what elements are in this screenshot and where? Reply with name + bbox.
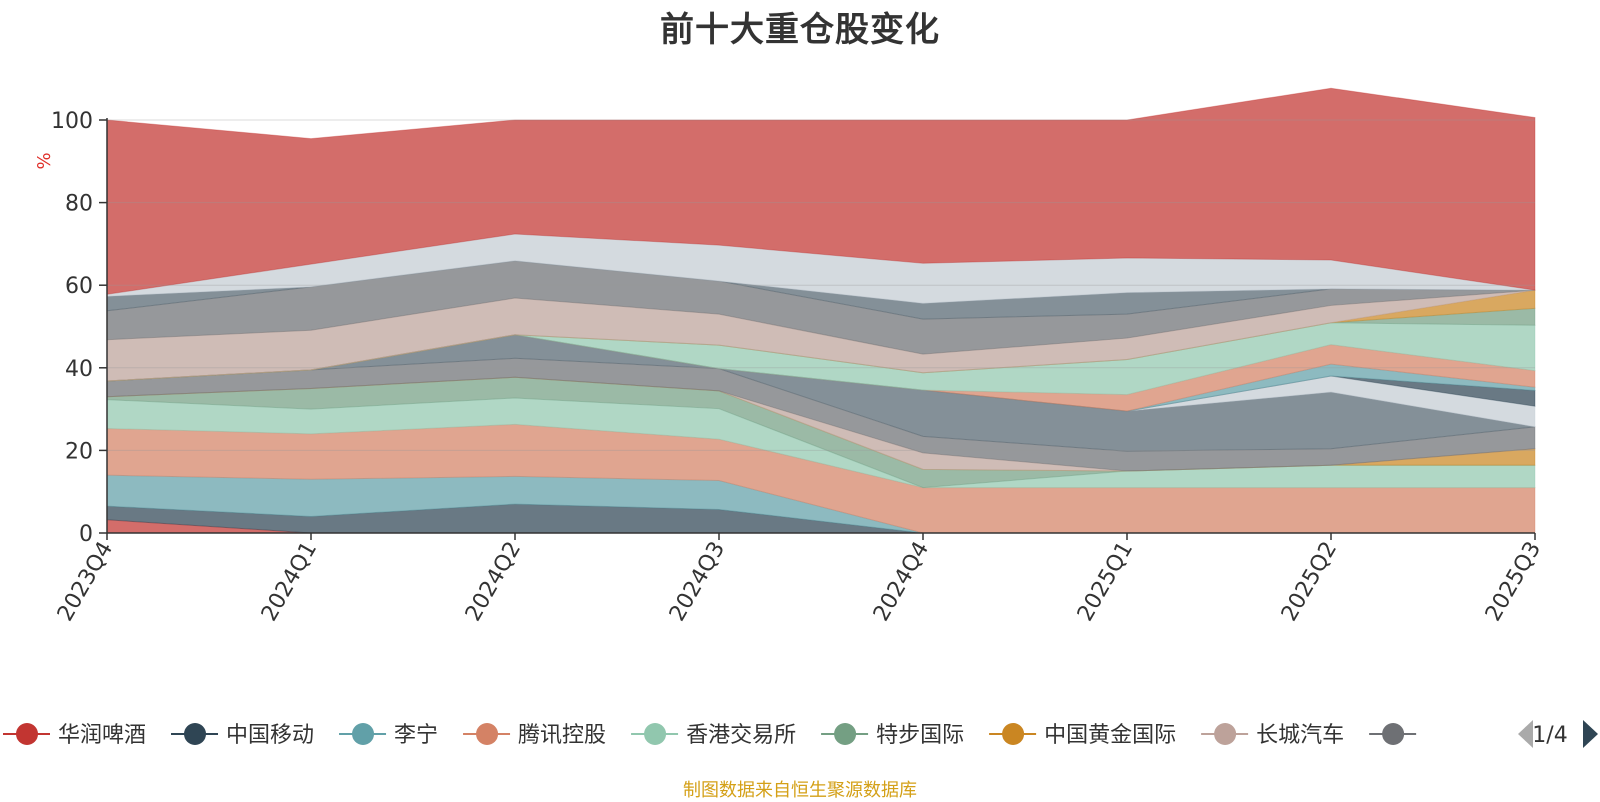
legend-label: 腾讯控股 xyxy=(518,723,606,748)
chart-title: 前十大重仓股变化 xyxy=(660,10,940,50)
legend-label: 中国黄金国际 xyxy=(1044,723,1176,748)
area-layer xyxy=(106,87,1536,534)
x-tick-label: 2024Q3 xyxy=(665,538,730,626)
x-tick-label: 2023Q4 xyxy=(53,538,118,626)
legend-label: 中国移动 xyxy=(226,723,314,748)
legend-label: 特步国际 xyxy=(876,723,964,748)
legend-next-icon[interactable] xyxy=(1583,720,1598,748)
y-axis-label: % xyxy=(34,152,55,169)
legend-label: 华润啤酒 xyxy=(58,723,146,748)
legend-marker xyxy=(16,723,38,745)
x-tick-label: 2025Q2 xyxy=(1277,538,1342,626)
legend-marker xyxy=(1002,723,1025,745)
legend-label: 香港交易所 xyxy=(686,723,796,748)
y-tick-label: 60 xyxy=(65,274,93,299)
x-tick-label: 2025Q1 xyxy=(1073,538,1138,626)
y-tick-label: 0 xyxy=(79,522,93,547)
legend-item[interactable]: 李宁 xyxy=(339,723,438,748)
legend-marker xyxy=(644,723,667,745)
legend-marker xyxy=(1214,723,1237,745)
legend-item[interactable] xyxy=(1369,723,1417,745)
x-tick-label: 2024Q1 xyxy=(257,538,322,626)
x-tick-label: 2024Q4 xyxy=(869,538,934,626)
y-tick-label: 80 xyxy=(65,192,93,217)
legend-marker xyxy=(352,723,375,745)
legend-item[interactable]: 腾讯控股 xyxy=(463,723,606,748)
legend-label: 李宁 xyxy=(394,723,438,748)
legend-pager[interactable]: 1/4 xyxy=(1518,720,1598,748)
legend-item[interactable]: 中国黄金国际 xyxy=(989,723,1176,748)
legend-marker xyxy=(1382,723,1405,745)
x-tick-label: 2025Q3 xyxy=(1481,538,1546,626)
legend-item[interactable]: 特步国际 xyxy=(821,723,964,748)
legend-item[interactable]: 香港交易所 xyxy=(631,723,796,748)
y-tick-label: 100 xyxy=(51,109,93,134)
legend[interactable]: 华润啤酒 中国移动 李宁 腾讯控股 香港交易所 特步国际 中国黄金国际 长城汽车 1/4 xyxy=(3,720,1598,748)
y-tick-label: 20 xyxy=(65,439,93,464)
area-series-22 xyxy=(106,87,1536,295)
legend-marker xyxy=(834,723,857,745)
legend-item[interactable]: 长城汽车 xyxy=(1201,723,1344,748)
y-tick-label: 40 xyxy=(65,357,93,382)
legend-item[interactable]: 中国移动 xyxy=(171,723,314,748)
legend-item[interactable]: 华润啤酒 xyxy=(3,723,146,748)
legend-label: 长城汽车 xyxy=(1256,723,1344,748)
legend-prev-icon[interactable] xyxy=(1518,720,1533,748)
x-tick-label: 2024Q2 xyxy=(461,538,526,626)
grid-layer xyxy=(107,119,1535,451)
source-note: 制图数据来自恒生聚源数据库 xyxy=(683,780,917,801)
legend-marker xyxy=(476,723,499,745)
legend-page-indicator: 1/4 xyxy=(1532,723,1567,748)
legend-marker xyxy=(184,723,207,745)
